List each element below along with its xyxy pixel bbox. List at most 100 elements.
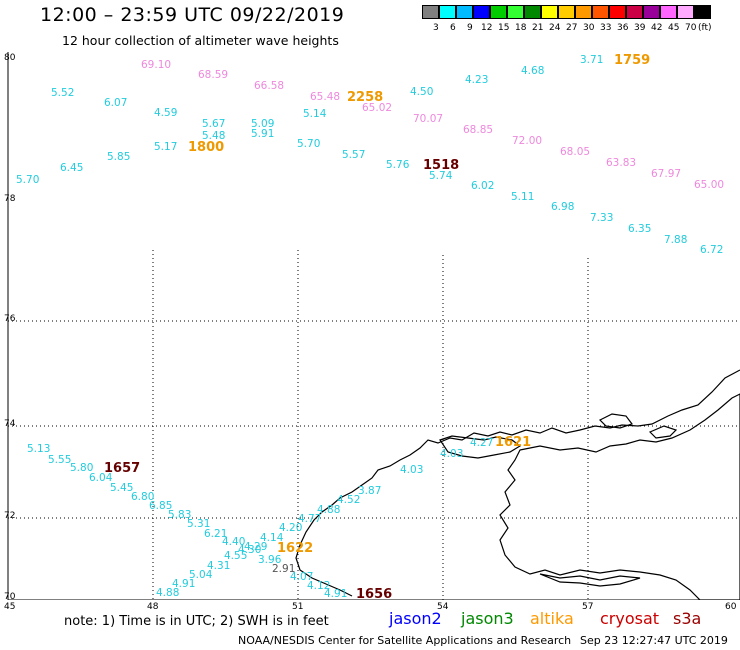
color-scale-swatch: [626, 5, 643, 19]
wave-height-value: 5.70: [297, 138, 321, 150]
wave-height-value: 68.59: [198, 69, 229, 81]
wave-height-value: 4.40: [222, 536, 246, 548]
wave-height-value: 5.83: [168, 509, 192, 521]
lon-label: 54: [437, 602, 449, 612]
legend-altika: altika: [530, 609, 574, 628]
color-scale-label: 6: [450, 23, 456, 33]
color-scale-label: 21: [532, 23, 544, 33]
wave-height-value: 4.23: [465, 74, 489, 86]
color-scale-label: 15: [498, 23, 510, 33]
wave-height-value: 3.71: [580, 54, 604, 66]
wave-height-value: 5.67: [202, 118, 226, 130]
pass-time-marker: 1657: [104, 461, 141, 476]
wave-height-value: 72.00: [512, 135, 543, 147]
wave-height-value: 5.14: [303, 108, 327, 120]
pass-time-marker: 1800: [188, 140, 225, 155]
color-scale-label: (ft): [698, 23, 712, 33]
wave-height-value: 4.29: [244, 541, 268, 553]
color-scale-label: 12: [481, 23, 493, 33]
wave-height-value: 4.30: [238, 544, 262, 556]
color-scale-label: 36: [617, 23, 629, 33]
wave-height-value: 5.85: [107, 151, 131, 163]
legend-s3a: s3a: [673, 609, 702, 628]
page-subtitle: 12 hour collection of altimeter wave hei…: [62, 33, 339, 48]
wave-height-value: 5.91: [251, 128, 275, 140]
wave-height-value: 4.12: [307, 580, 331, 592]
wave-height-value: 4.55: [224, 550, 248, 562]
color-scale-swatch: [609, 5, 626, 19]
color-scale-swatch: [694, 5, 711, 19]
wave-height-value: 5.80: [70, 462, 94, 474]
wave-height-value: 65.02: [362, 102, 393, 114]
wave-height-value: 5.74: [429, 170, 453, 182]
color-scale-swatch: [524, 5, 541, 19]
lon-label: 45: [4, 602, 16, 612]
legend-jason3: jason3: [461, 609, 514, 628]
wave-height-value: 6.85: [149, 500, 173, 512]
color-scale-label: 30: [583, 23, 595, 33]
page-title: 12:00 – 23:59 UTC 09/22/2019: [40, 4, 345, 26]
wave-height-value: 4.27: [470, 437, 494, 449]
color-scale-label: 70: [685, 23, 697, 33]
wave-height-value: 5.48: [202, 130, 226, 142]
color-scale-swatch: [439, 5, 456, 19]
wave-height-value: 5.52: [51, 87, 75, 99]
color-scale-swatch: [558, 5, 575, 19]
lon-label: 60: [725, 602, 737, 612]
lat-label: 76: [4, 314, 16, 324]
altimeter-map: [7, 52, 740, 600]
wave-height-value: 4.50: [410, 86, 434, 98]
wave-height-value: 4.88: [317, 504, 341, 516]
wave-height-value: 6.98: [551, 201, 575, 213]
color-scale-label: 3: [433, 23, 439, 33]
lat-label: 72: [4, 511, 16, 521]
wave-height-value: 6.04: [89, 472, 113, 484]
wave-height-value: 4.68: [521, 65, 545, 77]
wave-height-value: 6.21: [204, 528, 228, 540]
color-scale-swatch: [490, 5, 507, 19]
pass-time-marker: 1656: [356, 587, 393, 602]
wave-height-value: 70.07: [413, 113, 444, 125]
lat-label: 80: [4, 53, 16, 63]
color-scale-label: 45: [668, 23, 680, 33]
wave-height-value: 63.83: [606, 157, 637, 169]
lon-label: 51: [292, 602, 304, 612]
wave-height-value: 3.96: [258, 554, 282, 566]
color-scale-swatch: [677, 5, 694, 19]
color-scale-swatch: [660, 5, 677, 19]
wave-height-value: 2.91: [272, 563, 296, 575]
wave-height-value: 7.33: [590, 212, 614, 224]
legend-jason2: jason2: [389, 609, 442, 628]
wave-height-value: 4.59: [154, 107, 178, 119]
pass-time-marker: 1621: [495, 435, 532, 450]
pass-time-marker: 1622: [277, 541, 314, 556]
wave-height-value: 68.05: [560, 146, 591, 158]
wave-height-value: 5.17: [154, 141, 178, 153]
wave-height-value: 5.76: [386, 159, 410, 171]
color-scale-swatch: [592, 5, 609, 19]
color-scale-swatch: [541, 5, 558, 19]
wave-height-value: 66.58: [254, 80, 285, 92]
legend-cryosat: cryosat: [600, 609, 660, 628]
wave-height-value: 4.88: [156, 587, 180, 599]
wave-height-value: 5.11: [511, 191, 535, 203]
lon-label: 57: [582, 602, 594, 612]
footnote: note: 1) Time is in UTC; 2) SWH is in fe…: [64, 614, 329, 629]
wave-height-value: 4.14: [260, 532, 284, 544]
wave-height-value: 65.00: [694, 179, 725, 191]
color-scale-label: 18: [515, 23, 527, 33]
color-scale-swatch: [473, 5, 490, 19]
grid-lines: [8, 250, 740, 600]
wave-height-value: 4.20: [279, 522, 303, 534]
wave-height-value: 7.88: [664, 234, 688, 246]
wave-height-value: 5.70: [16, 174, 40, 186]
color-scale-label: 39: [634, 23, 646, 33]
wave-height-value: 4.91: [172, 578, 196, 590]
pass-time-marker: 2258: [347, 90, 384, 105]
color-scale-label: 42: [651, 23, 663, 33]
wave-height-value: 67.97: [651, 168, 682, 180]
wave-height-value: 4.03: [400, 464, 424, 476]
wave-height-value: 6.45: [60, 162, 84, 174]
color-scale-label: 27: [566, 23, 578, 33]
wave-height-value: 4.03: [440, 448, 464, 460]
